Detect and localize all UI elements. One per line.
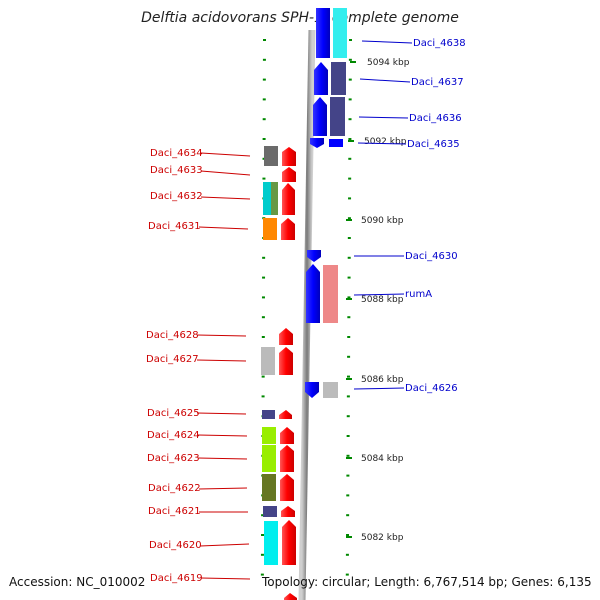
kbp-tick-label: 5090 kbp <box>361 216 404 226</box>
gene-label-daci-4623[interactable]: Daci_4623 <box>147 453 248 464</box>
gene-label-text[interactable]: Daci_4638 <box>413 38 466 49</box>
gene-label-daci-4627[interactable]: Daci_4627 <box>146 354 247 365</box>
gene-daci-4628[interactable] <box>279 328 293 345</box>
kbp-tick: 5088 kbp <box>346 295 404 305</box>
forward-strand-labels: Daci_4634 Daci_4633 Daci_4632 Daci_4631 … <box>146 148 251 584</box>
gene-daci-4624[interactable] <box>262 427 294 444</box>
gene-label-text[interactable]: Daci_4630 <box>405 251 458 262</box>
gene-daci-4631[interactable] <box>263 218 295 240</box>
gene-label-text[interactable]: Daci_4634 <box>150 148 203 159</box>
gene-label-text[interactable]: Daci_4620 <box>149 540 202 551</box>
reverse-strand-labels: Daci_4638 Daci_4637 Daci_4636 Daci_4635 … <box>353 38 466 394</box>
gene-daci-4633[interactable] <box>282 167 296 182</box>
gene-label-daci-4625[interactable]: Daci_4625 <box>147 408 247 419</box>
gene-label-daci-4634[interactable]: Daci_4634 <box>150 148 251 159</box>
gene-label-daci-4620[interactable]: Daci_4620 <box>149 540 250 551</box>
gene-daci-4632[interactable] <box>263 182 295 215</box>
gene-label-text[interactable]: Daci_4628 <box>146 330 199 341</box>
gene-label-daci-4635[interactable]: Daci_4635 <box>357 139 460 150</box>
gene-daci-4626[interactable] <box>305 382 338 398</box>
gene-label-daci-4631[interactable]: Daci_4631 <box>148 221 249 232</box>
kbp-tick-label: 5092 kbp <box>364 137 407 147</box>
gene-daci-4622[interactable] <box>262 474 294 501</box>
gene-label-daci-4633[interactable]: Daci_4633 <box>150 165 251 176</box>
kbp-axis: 5094 kbp 5092 kbp 5090 kbp 5088 kbp 5086… <box>346 58 410 543</box>
gene-label-daci-4628[interactable]: Daci_4628 <box>146 330 247 341</box>
gene-label-daci-4636[interactable]: Daci_4636 <box>358 113 462 124</box>
gene-daci-4630[interactable] <box>307 250 321 262</box>
gene-label-text[interactable]: Daci_4635 <box>407 139 460 150</box>
reverse-strand-genes <box>305 8 347 398</box>
gene-daci-4638[interactable] <box>316 8 347 58</box>
kbp-tick: 5090 kbp <box>346 216 404 226</box>
gene-label-text[interactable]: Daci_4619 <box>150 573 203 584</box>
gene-daci-4625[interactable] <box>262 410 292 419</box>
gene-label-text[interactable]: Daci_4631 <box>148 221 201 232</box>
gene-daci-4634[interactable] <box>264 146 296 166</box>
gene-label-text[interactable]: Daci_4637 <box>411 77 464 88</box>
gene-daci-4627[interactable] <box>261 347 293 375</box>
kbp-tick-label: 5082 kbp <box>361 533 404 543</box>
kbp-tick: 5094 kbp <box>350 58 410 68</box>
kbp-tick-label: 5088 kbp <box>361 295 404 305</box>
gene-label-text[interactable]: Daci_4623 <box>147 453 200 464</box>
kbp-tick-label: 5084 kbp <box>361 454 404 464</box>
gene-daci-4636[interactable] <box>313 97 345 136</box>
gene-daci-4621[interactable] <box>263 506 295 517</box>
gene-label-text[interactable]: Daci_4624 <box>147 430 200 441</box>
gene-daci-4619[interactable] <box>284 593 297 600</box>
gene-label-text[interactable]: Daci_4627 <box>146 354 199 365</box>
gene-label-daci-4630[interactable]: Daci_4630 <box>354 251 458 262</box>
gene-daci-4623[interactable] <box>262 445 294 472</box>
gene-ruma[interactable] <box>306 264 338 323</box>
genome-title: Delftia acidovorans SPH-1, complete geno… <box>141 10 459 26</box>
gene-label-daci-4637[interactable]: Daci_4637 <box>359 77 464 88</box>
accession-text: Accession: NC_010002 <box>9 575 146 589</box>
gene-label-ruma[interactable]: rumA <box>353 289 432 300</box>
kbp-tick: 5092 kbp <box>348 137 407 147</box>
gene-daci-4635[interactable] <box>310 138 343 148</box>
kbp-tick-label: 5086 kbp <box>361 375 404 385</box>
forward-strand-genes <box>261 146 297 600</box>
gene-label-text[interactable]: Daci_4625 <box>147 408 200 419</box>
gene-label-daci-4638[interactable]: Daci_4638 <box>361 38 466 49</box>
gene-label-daci-4632[interactable]: Daci_4632 <box>150 191 251 202</box>
topology-text: Topology: circular; Length: 6,767,514 bp… <box>262 575 592 589</box>
gene-label-daci-4622[interactable]: Daci_4622 <box>148 483 248 494</box>
kbp-tick: 5086 kbp <box>346 375 404 385</box>
gene-label-text[interactable]: rumA <box>405 289 432 300</box>
kbp-tick-label: 5094 kbp <box>367 58 410 68</box>
kbp-tick: 5084 kbp <box>346 454 404 464</box>
minor-scale-ticks <box>260 39 352 576</box>
gene-label-text[interactable]: Daci_4626 <box>405 383 458 394</box>
kbp-tick: 5082 kbp <box>346 533 404 543</box>
gene-label-daci-4624[interactable]: Daci_4624 <box>147 430 248 441</box>
gene-label-daci-4619[interactable]: Daci_4619 <box>150 573 251 584</box>
gene-label-text[interactable]: Daci_4622 <box>148 483 201 494</box>
gene-label-text[interactable]: Daci_4632 <box>150 191 203 202</box>
gene-label-text[interactable]: Daci_4636 <box>409 113 462 124</box>
gene-daci-4637[interactable] <box>314 62 346 95</box>
gene-daci-4620[interactable] <box>264 520 296 565</box>
gene-label-text[interactable]: Daci_4621 <box>148 506 201 517</box>
gene-label-daci-4621[interactable]: Daci_4621 <box>148 506 248 517</box>
gene-label-daci-4626[interactable]: Daci_4626 <box>353 383 458 394</box>
gene-label-text[interactable]: Daci_4633 <box>150 165 203 176</box>
